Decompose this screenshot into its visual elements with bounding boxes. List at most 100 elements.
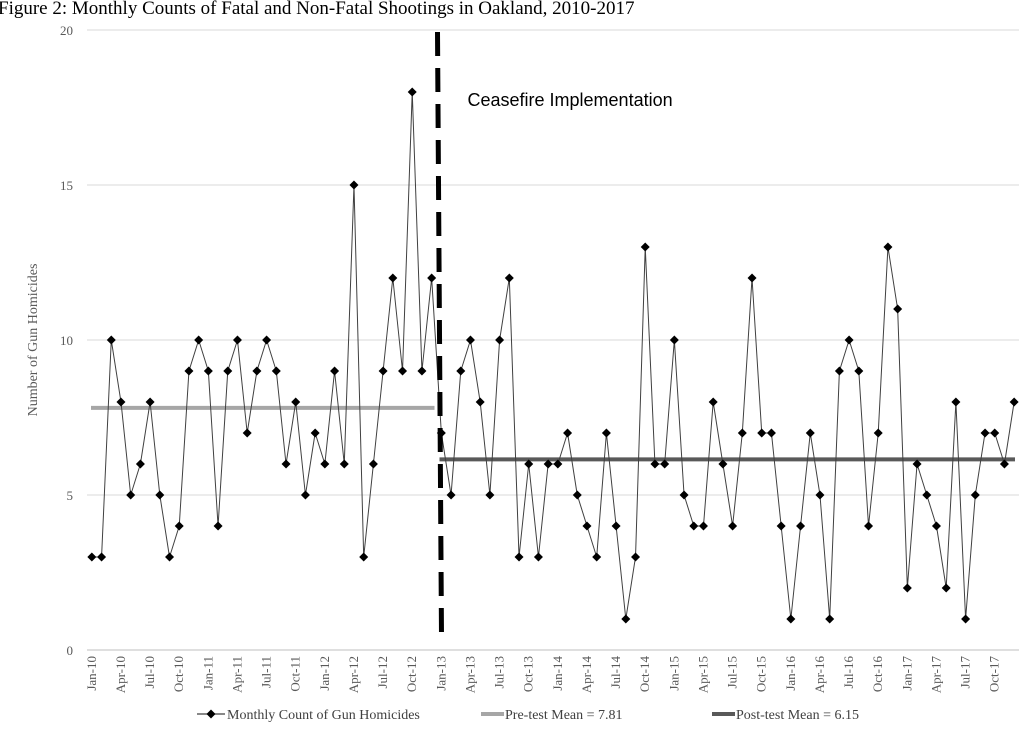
data-point-marker <box>135 459 145 469</box>
data-point-marker <box>553 459 563 469</box>
data-point-marker <box>757 428 767 438</box>
data-point-marker <box>951 397 961 407</box>
data-point-marker <box>679 490 689 500</box>
data-point-marker <box>417 366 427 376</box>
x-tick-label: Oct-15 <box>754 656 769 692</box>
intervention-label: Ceasefire Implementation <box>468 90 673 110</box>
data-point-marker <box>388 273 398 283</box>
data-point-marker <box>165 552 175 562</box>
data-point-marker <box>563 428 573 438</box>
data-point-marker <box>504 273 514 283</box>
data-point-marker <box>931 521 941 531</box>
data-point-marker <box>990 428 1000 438</box>
data-point-marker <box>495 335 505 345</box>
data-point-marker <box>999 459 1009 469</box>
data-point-marker <box>281 459 291 469</box>
data-point-marker <box>941 583 951 593</box>
x-tick-label: Oct-16 <box>870 656 885 693</box>
data-point-marker <box>883 242 893 252</box>
data-point-marker <box>126 490 136 500</box>
x-tick-label: Jan-16 <box>783 656 798 691</box>
data-point-marker <box>776 521 786 531</box>
legend-label-monthly-count: Monthly Count of Gun Homicides <box>227 708 420 723</box>
data-point-marker <box>427 273 437 283</box>
data-point-marker <box>174 521 184 531</box>
data-point-marker <box>242 428 252 438</box>
data-point-marker <box>815 490 825 500</box>
data-point-marker <box>873 428 883 438</box>
data-point-marker <box>203 366 213 376</box>
data-point-marker <box>252 366 262 376</box>
data-point-marker <box>902 583 912 593</box>
data-point-marker <box>465 335 475 345</box>
data-point-marker <box>737 428 747 438</box>
data-point-marker <box>854 366 864 376</box>
x-tick-label: Oct-12 <box>404 656 419 692</box>
x-tick-label: Jul-10 <box>142 656 157 689</box>
x-tick-label: Apr-15 <box>695 656 710 693</box>
data-point-marker <box>262 335 272 345</box>
mean-lines <box>91 405 1015 462</box>
legend-label-post-test: Post-test Mean = 6.15 <box>736 708 859 723</box>
data-point-marker <box>330 366 340 376</box>
chart-title: Figure 2: Monthly Counts of Fatal and No… <box>0 0 634 19</box>
x-tick-label: Jan-14 <box>550 656 565 691</box>
data-point-marker <box>300 490 310 500</box>
data-point-marker <box>514 552 524 562</box>
data-point-marker <box>291 397 301 407</box>
x-tick-label: Oct-17 <box>987 656 1002 693</box>
data-point-marker <box>893 304 903 314</box>
data-point-marker <box>145 397 155 407</box>
data-point-marker <box>660 459 670 469</box>
data-point-marker <box>708 397 718 407</box>
legend-label-pre-test: Pre-test Mean = 7.81 <box>505 708 623 723</box>
data-point-marker <box>689 521 699 531</box>
data-point-marker <box>378 366 388 376</box>
x-tick-label: Apr-16 <box>812 656 827 694</box>
x-tick-label: Jul-17 <box>958 656 973 689</box>
x-tick-label: Jul-16 <box>841 656 856 689</box>
data-point-marker <box>368 459 378 469</box>
data-point-marker <box>621 614 631 624</box>
gridlines <box>87 29 1019 496</box>
data-point-marker <box>698 521 708 531</box>
data-point-marker <box>1009 397 1019 407</box>
legend: Monthly Count of Gun Homicides Pre-test M… <box>197 708 859 723</box>
x-tick-label: Jan-15 <box>666 656 681 691</box>
x-tick-label: Apr-14 <box>579 656 594 694</box>
data-point-marker <box>640 242 650 252</box>
intervention-line <box>435 31 444 637</box>
data-point-marker <box>592 552 602 562</box>
data-point-marker <box>543 459 553 469</box>
data-point-marker <box>349 180 359 190</box>
x-tick-label: Jul-14 <box>608 656 623 689</box>
x-tick-label: Apr-13 <box>462 656 477 693</box>
series-markers <box>87 87 1019 624</box>
data-point-marker <box>669 335 679 345</box>
data-point-marker <box>407 87 417 97</box>
x-tick-label: Jan-12 <box>317 656 332 691</box>
data-point-marker <box>320 459 330 469</box>
y-tick-label: 0 <box>67 643 74 658</box>
data-point-marker <box>728 521 738 531</box>
x-tick-label: Apr-11 <box>229 656 244 693</box>
data-point-marker <box>310 428 320 438</box>
x-tick-label: Jul-15 <box>725 656 740 689</box>
data-point-marker <box>922 490 932 500</box>
x-tick-label: Jan-10 <box>84 656 99 691</box>
data-point-marker <box>970 490 980 500</box>
data-point-marker <box>572 490 582 500</box>
legend-diamond-icon <box>206 709 216 719</box>
data-point-marker <box>359 552 369 562</box>
x-tick-label: Oct-13 <box>521 656 536 692</box>
data-point-marker <box>87 552 97 562</box>
data-point-marker <box>601 428 611 438</box>
data-point-marker <box>533 552 543 562</box>
x-tick-label: Oct-10 <box>171 656 186 692</box>
data-point-marker <box>980 428 990 438</box>
data-point-marker <box>524 459 534 469</box>
data-point-marker <box>194 335 204 345</box>
data-point-marker <box>155 490 165 500</box>
data-point-marker <box>650 459 660 469</box>
data-point-marker <box>456 366 466 376</box>
